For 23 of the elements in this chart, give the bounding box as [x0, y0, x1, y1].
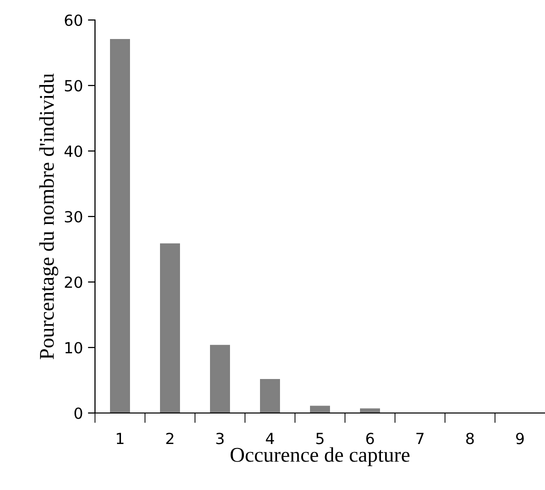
x-tick-label: 3 [216, 432, 224, 444]
x-tick-label: 1 [116, 432, 124, 444]
x-tick-label: 8 [466, 432, 474, 444]
bar [310, 406, 330, 413]
y-tick-label: 20 [64, 276, 82, 288]
bar [160, 243, 180, 413]
x-tick-label: 2 [166, 432, 174, 444]
bar [260, 378, 280, 413]
x-tick-label: 4 [266, 432, 274, 444]
y-tick-label: 40 [64, 145, 82, 158]
y-tick-label: 50 [64, 80, 82, 92]
x-tick-label: 6 [366, 432, 374, 444]
y-tick-label: 60 [64, 14, 82, 26]
y-tick-label: 10 [65, 342, 82, 354]
x-tick-label: 7 [416, 432, 424, 444]
x-axis-title: Occurence de capture [230, 447, 410, 466]
y-axis-title: Pourcentage du nombre d'individu [39, 74, 58, 360]
x-tick-label: 9 [516, 432, 524, 444]
bar [210, 344, 230, 413]
y-tick-label: 0 [74, 407, 82, 420]
x-tick-label: 5 [316, 432, 324, 444]
y-tick-label: 30 [64, 210, 82, 223]
bar [110, 38, 130, 413]
